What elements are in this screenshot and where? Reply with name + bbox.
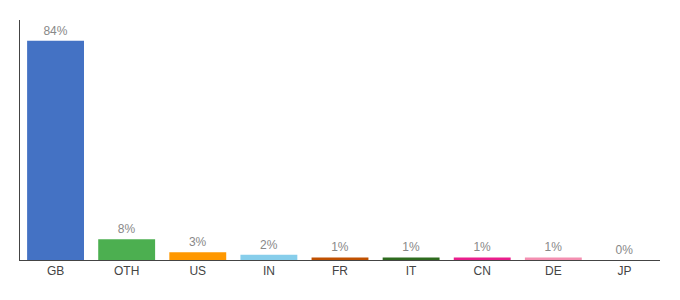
svg-text:1%: 1%: [473, 240, 491, 254]
svg-text:JP: JP: [617, 264, 631, 278]
svg-text:1%: 1%: [544, 240, 562, 254]
svg-text:GB: GB: [47, 264, 64, 278]
svg-text:0%: 0%: [616, 243, 634, 257]
svg-text:3%: 3%: [189, 235, 207, 249]
svg-text:IN: IN: [263, 264, 275, 278]
svg-text:US: US: [189, 264, 206, 278]
svg-text:IT: IT: [406, 264, 417, 278]
svg-text:8%: 8%: [118, 222, 136, 236]
svg-text:2%: 2%: [260, 238, 278, 252]
svg-text:84%: 84%: [43, 24, 67, 38]
svg-text:OTH: OTH: [114, 264, 139, 278]
svg-text:DE: DE: [545, 264, 562, 278]
svg-text:FR: FR: [332, 264, 348, 278]
svg-text:1%: 1%: [402, 240, 420, 254]
svg-text:CN: CN: [474, 264, 491, 278]
svg-text:1%: 1%: [331, 240, 349, 254]
